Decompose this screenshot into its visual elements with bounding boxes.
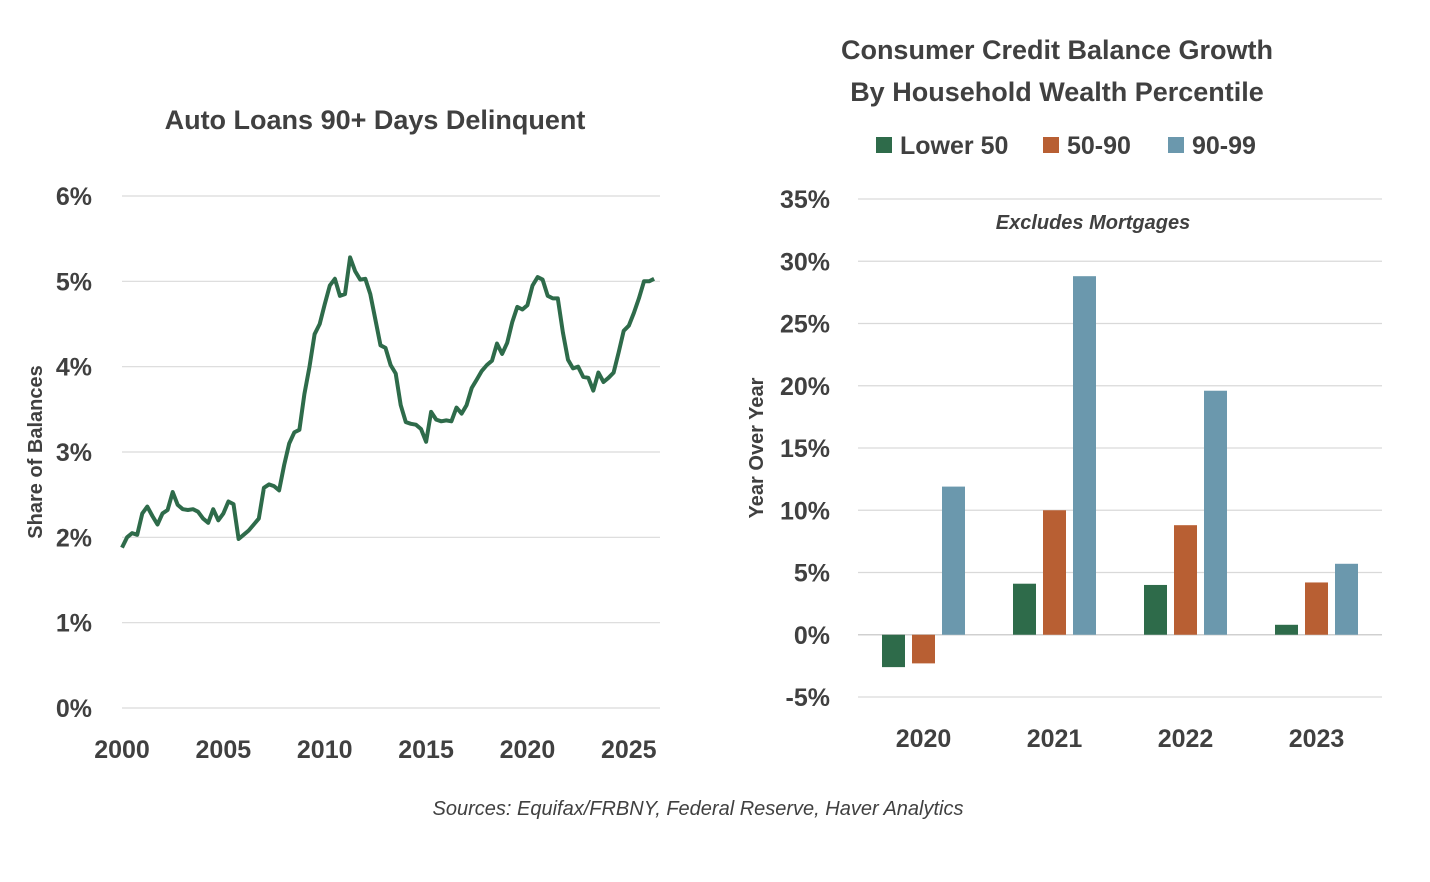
auto-loans-y-tick: 1% [56,610,92,638]
credit-growth-y-tick: 20% [780,373,830,401]
credit-growth-y-tick: 35% [780,186,830,214]
credit-growth-y-tick: 30% [780,248,830,276]
auto-loans-x-ticks: 2000 2005 2010 2015 2020 2025 [94,736,657,764]
credit-growth-x-ticks: 2020 2021 2022 2023 [896,725,1345,753]
auto-loans-y-tick: 2% [56,524,92,552]
credit-growth-y-tick: 15% [780,435,830,463]
credit-growth-x-tick: 2021 [1027,725,1083,753]
auto-loans-x-tick: 2000 [94,736,150,764]
auto-loans-y-tick: 6% [56,183,92,211]
auto-loans-series [120,255,655,549]
bar-2023-2 [1335,563,1358,635]
auto-loans-x-tick: 2005 [196,736,252,764]
credit-growth-y-tick: 5% [794,560,830,588]
legend-swatch-1 [1043,137,1059,153]
credit-growth-title: Consumer Credit Balance Growth [841,35,1273,65]
auto-loans-y-tick: 5% [56,268,92,296]
auto-loans-y-tick: 4% [56,354,92,382]
auto-loans-y-axis-label: Share of Balances [25,365,47,538]
bar-2022-0 [1144,584,1167,635]
bar-2023-1 [1305,582,1328,635]
auto-loans-x-tick: 2025 [601,736,657,764]
credit-growth-y-tick: 0% [794,622,830,650]
sources-footnote: Sources: Equifax/FRBNY, Federal Reserve,… [433,798,964,820]
credit-growth-gridlines [858,198,1382,698]
credit-growth-x-tick: 2020 [896,725,952,753]
credit-growth-bars [882,276,1358,668]
bar-2023-0 [1275,624,1298,635]
auto-loans-y-tick: 0% [56,695,92,723]
credit-growth-chart: Consumer Credit Balance Growth By Househ… [746,35,1382,753]
auto-loans-chart: Auto Loans 90+ Days Delinquent Share of … [25,105,660,764]
credit-growth-y-axis-label: Year Over Year [746,377,768,518]
auto-loans-title: Auto Loans 90+ Days Delinquent [165,105,586,135]
legend-label-1: 50-90 [1067,132,1131,160]
bar-2020-1 [912,634,935,664]
credit-growth-y-ticks: -5% 0% 5% 10% 15% 20% 25% 30% 35% [780,186,830,712]
legend-swatch-2 [1168,137,1184,153]
bar-2020-2 [942,486,965,635]
credit-growth-legend: Lower 50 50-90 90-99 [876,132,1256,160]
excludes-mortgages-note: Excludes Mortgages [996,212,1191,234]
bar-2021-0 [1013,583,1036,635]
bar-2021-2 [1073,276,1096,635]
credit-growth-x-tick: 2023 [1289,725,1345,753]
auto-loans-x-tick: 2020 [500,736,556,764]
credit-growth-subtitle: By Household Wealth Percentile [850,77,1264,107]
legend-label-2: 90-99 [1192,132,1256,160]
auto-loans-y-tick: 3% [56,439,92,467]
bar-2021-1 [1043,510,1066,635]
legend-label-0: Lower 50 [900,132,1008,160]
auto-loans-gridlines [122,195,660,709]
auto-loans-y-ticks: 0% 1% 2% 3% 4% 5% 6% [56,183,92,723]
bar-2022-2 [1204,390,1227,635]
credit-growth-x-tick: 2022 [1158,725,1214,753]
auto-loans-x-tick: 2010 [297,736,353,764]
credit-growth-y-tick: -5% [786,684,830,712]
bar-2022-1 [1174,525,1197,635]
auto-loans-delinquency-line [120,255,655,549]
legend-swatch-0 [876,137,892,153]
auto-loans-x-tick: 2015 [398,736,454,764]
credit-growth-y-tick: 25% [780,311,830,339]
bar-2020-0 [882,634,905,668]
credit-growth-y-tick: 10% [780,497,830,525]
